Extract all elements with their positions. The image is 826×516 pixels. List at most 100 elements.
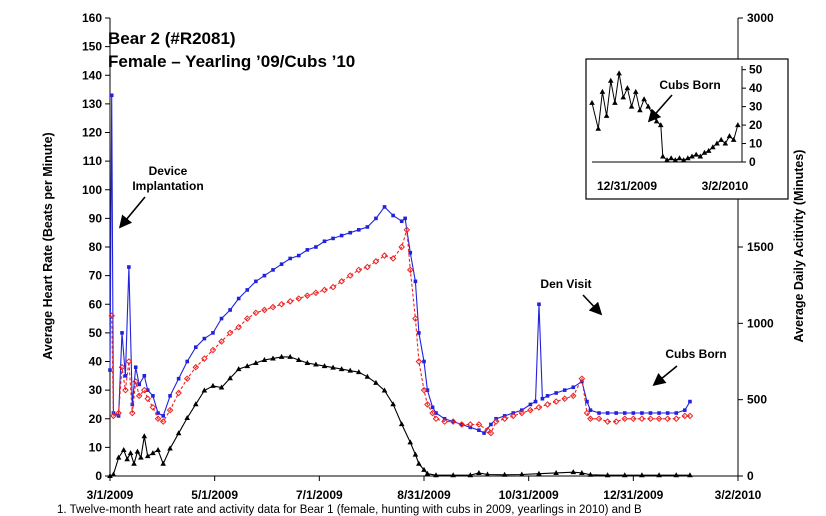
annotation-device-line2: Implantation [132,179,203,193]
data-point-mean_heart_rate [535,403,543,411]
data-point-mean_heart_rate [647,415,654,423]
y-left-tick-label: 50 [89,326,103,340]
data-point-max_heart_rate [322,239,327,244]
inset-y-tick-label: 30 [749,100,763,114]
y-left-tick-label: 150 [82,40,102,54]
inset-data-point [680,157,687,163]
data-point-max_heart_rate [156,411,160,415]
data-point-max_heart_rate [648,411,653,415]
series-line-activity [109,356,690,477]
data-point-activity [160,460,166,466]
data-point-mean_heart_rate [108,312,116,320]
inset-data-point [620,94,627,100]
data-point-mean_heart_rate [527,406,534,414]
data-point-max_heart_rate [271,268,275,272]
series-layer [107,93,694,478]
data-point-mean_heart_rate [412,315,419,322]
data-point-activity [244,363,251,369]
inset-data-point [637,107,643,113]
data-point-mean_heart_rate [686,412,694,420]
inset-x-tick-label: 3/2/2010 [702,179,749,193]
data-point-max_heart_rate [109,93,114,98]
data-point-max_heart_rate [391,213,395,218]
annotation-den-arrow [582,294,603,316]
series-activity [107,353,693,478]
data-point-activity [424,470,431,476]
data-point-mean_heart_rate [125,358,133,365]
data-point-max_heart_rate [477,428,481,432]
inset-data-point [628,103,635,109]
data-point-mean_heart_rate [355,266,363,274]
data-point-activity [134,448,141,454]
data-point-mean_heart_rate [144,395,152,403]
inset-data-point [735,122,741,128]
y-left-tick-label: 20 [89,412,103,426]
data-point-mean_heart_rate [509,412,517,420]
data-point-max_heart_rate [185,359,190,364]
data-point-max_heart_rate [657,411,661,415]
y-left-tick-label: 30 [89,383,103,397]
inset-frame [585,58,789,200]
data-point-max_heart_rate [236,296,241,301]
data-point-mean_heart_rate [492,418,500,425]
data-point-activity [218,384,225,390]
inset-data-point [616,70,622,76]
data-point-activity [321,363,328,369]
data-point-mean_heart_rate [201,355,208,362]
data-point-mean_heart_rate [135,392,143,400]
data-point-activity [364,373,371,379]
y-left-tick-label: 40 [89,355,103,369]
data-point-activity [115,454,122,460]
data-point-mean_heart_rate [398,243,406,251]
data-point-max_heart_rate [254,279,258,284]
inset-data-point [693,151,699,157]
data-point-max_heart_rate [588,408,593,412]
data-point-max_heart_rate [683,408,687,412]
data-point-activity [138,454,144,460]
data-point-max_heart_rate [585,399,589,404]
data-point-activity [412,451,419,457]
data-point-mean_heart_rate [420,386,428,394]
data-point-mean_heart_rate [252,309,260,317]
data-point-activity [150,450,156,456]
data-point-mean_heart_rate [364,263,371,271]
data-point-activity [407,439,414,445]
y-left-tick-label: 140 [82,68,102,82]
data-point-mean_heart_rate [672,415,680,423]
data-point-max_heart_rate [597,411,601,415]
data-point-activity [416,460,422,466]
data-point-mean_heart_rate [235,323,242,331]
data-point-max_heart_rate [127,265,131,269]
data-point-activity [673,472,680,478]
x-tick-label: 8/31/2009 [397,488,451,502]
data-point-mean_heart_rate [432,415,440,423]
inset-data-point [603,112,610,118]
inset-data-point [657,122,664,128]
x-tick-label: 10/31/2009 [499,488,559,502]
y-left-tick-label: 160 [82,11,102,25]
inset-y-tick-label: 0 [749,155,756,169]
inset-y-tick-label: 20 [749,118,763,132]
annotation-cubs-arrow [652,365,678,387]
data-point-mean_heart_rate [295,295,303,302]
data-point-activity [192,401,199,407]
data-point-mean_heart_rate [587,415,594,423]
data-point-mean_heart_rate [389,255,397,262]
data-point-activity [155,447,161,453]
data-point-max_heart_rate [296,253,301,258]
data-point-mean_heart_rate [269,303,277,311]
data-point-activity [476,469,482,475]
data-point-mean_heart_rate [484,426,491,434]
data-point-activity [536,470,542,476]
data-point-max_heart_rate [434,411,438,415]
data-point-activity [304,360,311,366]
data-point-mean_heart_rate [110,412,117,420]
data-point-activity [144,453,151,459]
data-point-max_heart_rate [142,374,147,378]
figure-caption: 1. Twelve-month heart rate and activity … [57,504,642,516]
data-point-mean_heart_rate [583,409,591,417]
inset-data-point [714,140,720,146]
data-point-mean_heart_rate [261,306,268,314]
data-point-activity [167,445,173,451]
inset-data-point [689,153,695,159]
